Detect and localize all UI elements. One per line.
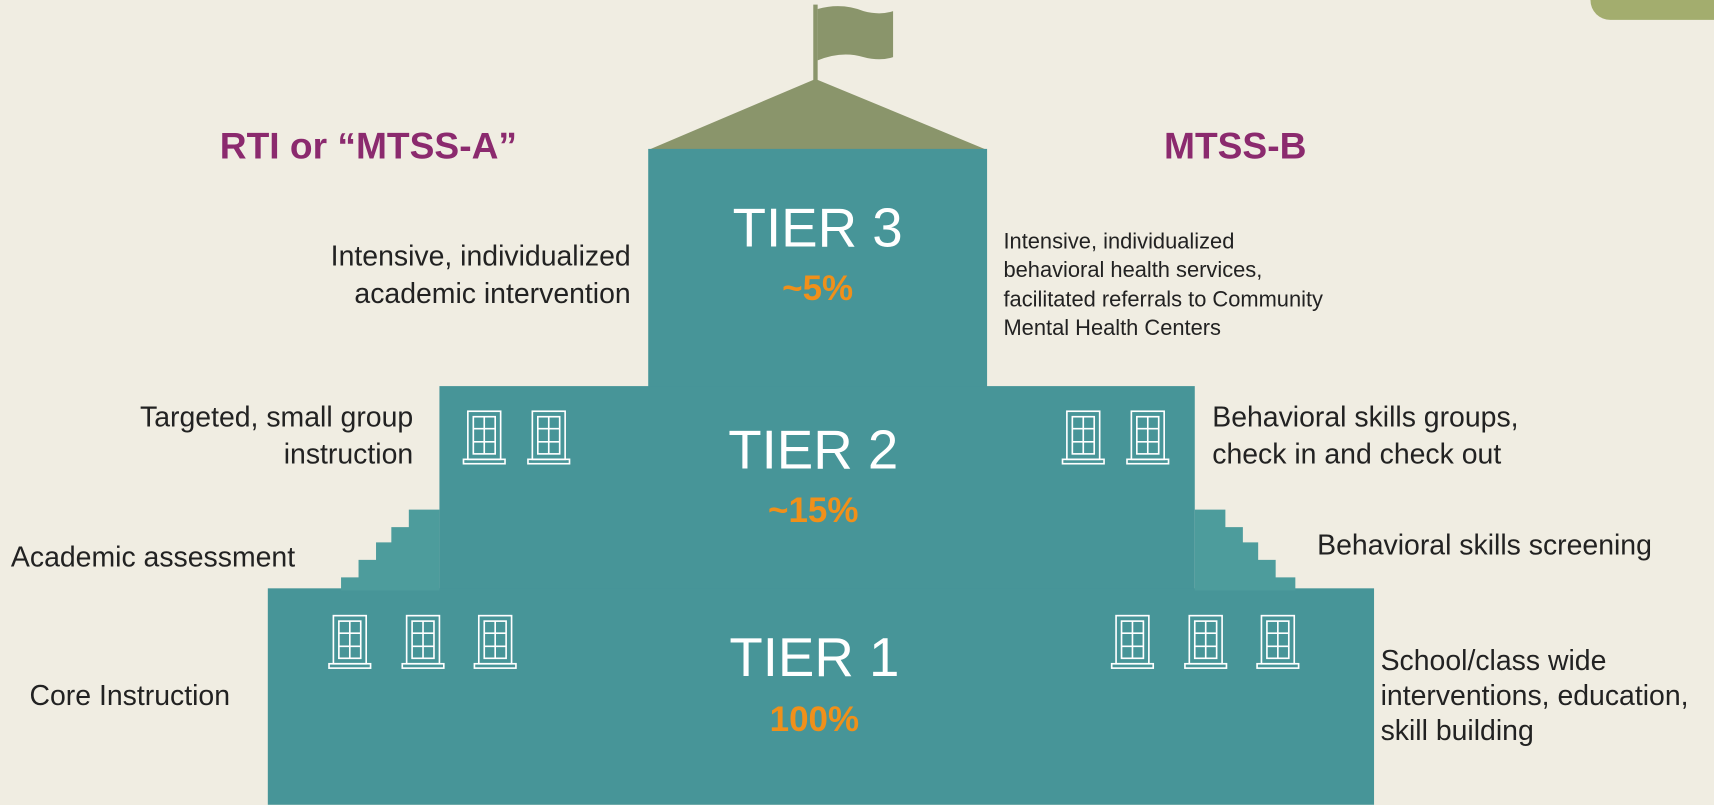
- left-item-line: instruction: [284, 439, 413, 471]
- right-item-line: behavioral health services,: [1003, 257, 1262, 282]
- left-item-line: academic intervention: [354, 278, 630, 310]
- window: [1061, 410, 1105, 465]
- tier-percent: 100%: [770, 700, 859, 739]
- window: [1256, 614, 1300, 669]
- window-sill: [328, 662, 372, 669]
- window: [328, 614, 372, 669]
- right-stairs: [1194, 509, 1296, 591]
- right-item-line: School/class wide: [1381, 645, 1607, 677]
- window: [1126, 410, 1170, 465]
- window-sill: [473, 662, 517, 669]
- right-item-line: facilitated referrals to Community: [1003, 287, 1323, 312]
- window: [473, 614, 517, 669]
- right-item-line: Behavioral skills groups,: [1212, 401, 1518, 433]
- right-item-line: Mental Health Centers: [1003, 315, 1221, 340]
- right-item-line: Intensive, individualized: [1003, 229, 1234, 254]
- tier-percent: ~15%: [768, 491, 858, 530]
- left-item-line: Targeted, small group: [140, 401, 413, 433]
- right-item-line: skill building: [1381, 715, 1534, 747]
- window: [401, 614, 445, 669]
- flag: [817, 6, 894, 61]
- windows: [328, 410, 1300, 669]
- window-sill: [462, 458, 506, 465]
- corner-tab: [1590, 0, 1714, 20]
- window-sill: [1061, 458, 1105, 465]
- right-item-line: interventions, education,: [1381, 680, 1689, 712]
- tier-3-block: [648, 148, 988, 390]
- tier-percent: ~5%: [782, 269, 853, 308]
- left-item-line: Core Instruction: [30, 680, 231, 712]
- right-title: MTSS-B: [1164, 125, 1306, 167]
- right-item-line: check in and check out: [1212, 439, 1501, 471]
- window: [527, 410, 571, 465]
- window: [1184, 614, 1228, 669]
- flag-pole: [813, 4, 818, 82]
- left-stairs: [341, 509, 440, 591]
- left-item-line: Academic assessment: [11, 541, 295, 573]
- window-sill: [527, 458, 571, 465]
- window-sill: [1126, 458, 1170, 465]
- window-sill: [1256, 662, 1300, 669]
- tier-name: TIER 2: [728, 419, 898, 480]
- tier-name: TIER 1: [729, 627, 899, 688]
- window: [462, 410, 506, 465]
- left-title: RTI or “MTSS-A”: [220, 125, 517, 167]
- window: [1110, 614, 1155, 669]
- window-sill: [401, 662, 445, 669]
- right-item-line: Behavioral skills screening: [1317, 529, 1652, 561]
- window-sill: [1110, 662, 1155, 669]
- tier-name: TIER 3: [733, 197, 903, 258]
- roof: [648, 78, 988, 150]
- window-sill: [1184, 662, 1228, 669]
- left-item-line: Intensive, individualized: [331, 241, 631, 273]
